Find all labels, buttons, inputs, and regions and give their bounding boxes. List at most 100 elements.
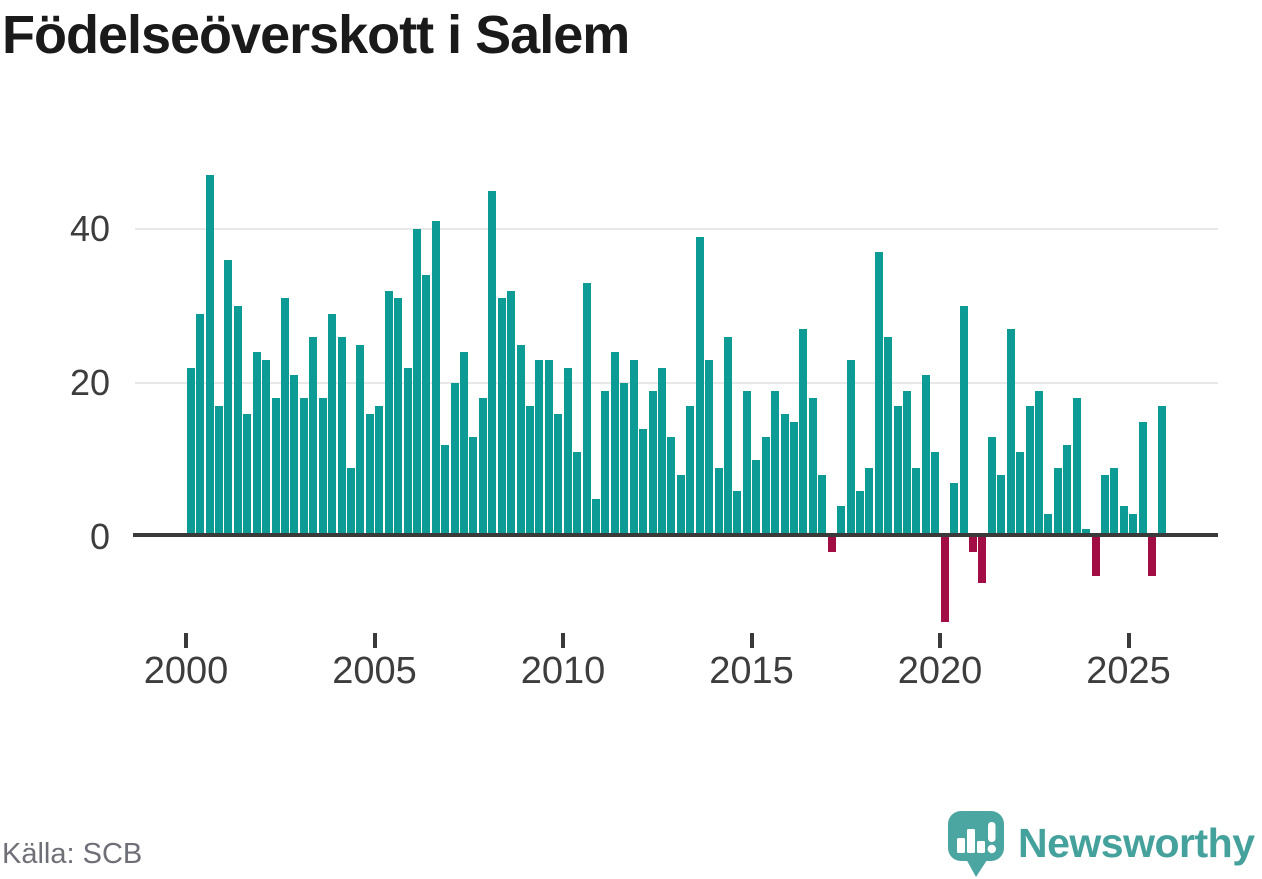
bar-2004-q2 [346,467,355,537]
bar-2017-q4 [855,490,864,537]
bar-2011-q2 [610,352,619,537]
bar-2025-q1 [1129,513,1138,537]
y-axis-tick-label: 0 [89,516,110,557]
newsworthy-logo-icon [948,811,1004,877]
zero-axis-line [133,533,1218,537]
bar-2005-q2 [384,290,393,537]
bar-2005-q4 [403,367,412,537]
bar-2023-q3 [1072,398,1081,537]
bar-2008-q1 [488,190,497,537]
bar-2000-q3 [205,175,214,537]
bar-2001-q2 [233,306,242,537]
bar-2004-q1 [337,336,346,537]
newsworthy-wordmark: Newsworthy [1018,819,1255,866]
bar-2011-q3 [620,383,629,537]
bar-2018-q2 [874,252,883,537]
bar-2016-q3 [808,398,817,537]
bar-2001-q3 [243,413,252,537]
bar-2025-q4 [1157,406,1166,537]
bar-2012-q4 [667,436,676,537]
x-axis-tick-label: 2015 [709,650,794,692]
bar-2013-q1 [676,475,685,537]
bar-2017-q3 [846,359,855,537]
bar-2011-q4 [629,359,638,537]
bar-2015-q1 [752,460,761,537]
bar-2010-q2 [573,452,582,537]
bar-2021-q1 [978,537,987,584]
newsworthy-logo: Newsworthy [948,810,1255,879]
bar-2000-q1 [186,367,195,537]
chart-title: Födelseöverskott i Salem [2,5,630,65]
source-caption: Källa: SCB [2,838,143,870]
bar-2004-q4 [365,413,374,537]
bar-2014-q1 [714,467,723,537]
bar-2013-q2 [686,406,695,537]
bar-2014-q3 [733,490,742,537]
bar-2019-q2 [912,467,921,537]
x-axis-tick-label: 2000 [143,650,229,692]
bar-2014-q4 [742,390,751,537]
gridline-40 [135,228,1218,230]
bar-2021-q2 [987,436,996,537]
bar-2018-q4 [893,406,902,537]
bar-2005-q3 [394,298,403,537]
bar-2009-q4 [554,413,563,537]
bar-2021-q3 [997,475,1006,537]
bar-2019-q3 [921,375,930,537]
bar-2002-q3 [280,298,289,537]
bar-2015-q4 [780,413,789,537]
bar-2022-q2 [1025,406,1034,537]
bar-2015-q2 [761,436,770,537]
bar-2021-q4 [1006,329,1015,537]
bar-2008-q3 [507,290,516,537]
bar-2007-q3 [469,436,478,537]
x-axis-tick-2020 [938,633,942,648]
gridline-20 [135,382,1218,384]
bar-2002-q2 [271,398,280,537]
bar-2018-q3 [884,336,893,537]
bar-2024-q3 [1110,467,1119,537]
bar-2010-q4 [592,498,600,537]
bar-2022-q4 [1044,513,1053,537]
bar-2006-q2 [422,275,431,537]
bar-2005-q1 [375,406,384,537]
x-axis-tick-label: 2020 [897,650,983,692]
bar-2012-q3 [658,367,666,537]
bar-2004-q3 [356,344,365,537]
x-axis-tick-label: 2005 [332,650,417,692]
bar-2003-q3 [318,398,327,537]
bar-2009-q2 [535,359,544,537]
bar-2003-q2 [309,336,318,537]
bar-2022-q3 [1035,390,1043,537]
x-axis-tick-2005 [372,633,377,648]
bar-2001-q1 [224,259,233,537]
bar-2010-q1 [563,367,572,537]
bar-2017-q1 [827,537,836,553]
bar-2002-q4 [290,375,299,537]
x-axis-tick-2025 [1126,633,1131,648]
bar-2012-q2 [648,390,657,537]
bar-2019-q1 [903,390,911,537]
bar-2010-q3 [582,282,591,537]
bar-2025-q2 [1138,421,1147,537]
bar-2002-q1 [262,359,271,537]
bar-2012-q1 [639,429,648,537]
bar-2006-q4 [441,444,450,537]
bar-2013-q4 [705,359,714,537]
bar-2020-q4 [969,537,977,553]
bar-2000-q4 [215,406,223,537]
bar-2006-q1 [412,229,421,537]
bar-2024-q2 [1100,475,1109,537]
bar-2009-q1 [526,406,534,537]
bar-2023-q1 [1053,467,1062,537]
bar-2007-q1 [450,383,459,537]
bar-2009-q3 [544,359,553,537]
bar-2014-q2 [723,336,732,537]
bar-2025-q3 [1148,537,1156,576]
bar-2007-q2 [460,352,468,537]
y-axis-tick-label: 20 [69,362,110,403]
x-axis-tick-2010 [561,633,565,648]
bar-2006-q3 [431,221,440,537]
bar-2019-q4 [931,452,940,537]
